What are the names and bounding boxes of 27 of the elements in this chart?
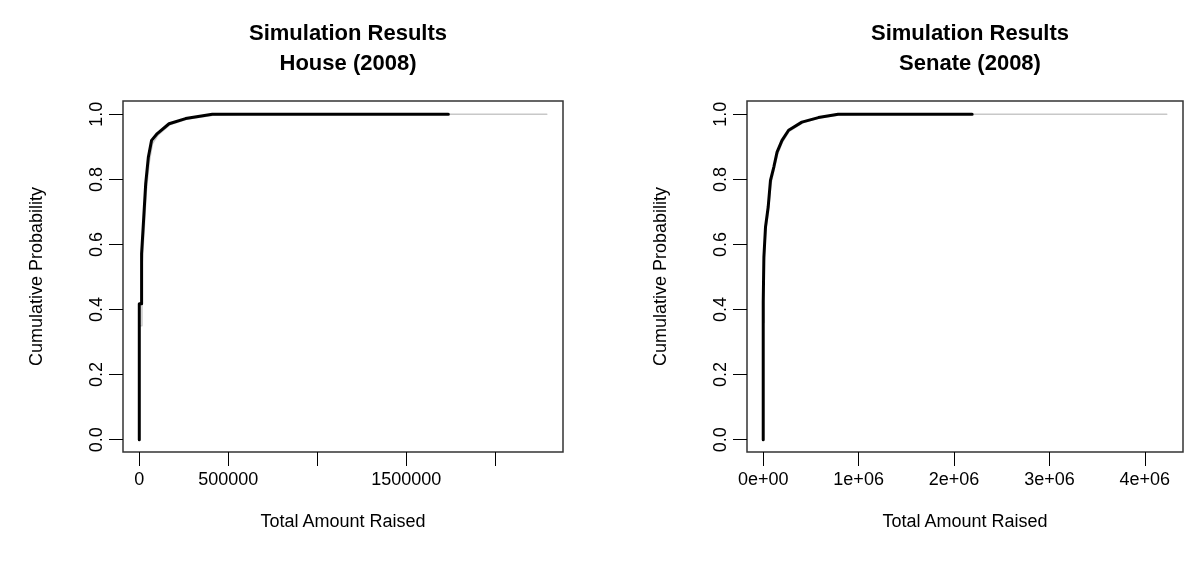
chart-title: Simulation Results House (2008) xyxy=(248,19,448,75)
x-tick-label: 0 xyxy=(134,469,145,489)
y-tick-label: 0.4 xyxy=(86,297,106,323)
line-series xyxy=(137,112,450,442)
y-tick-label: 0.2 xyxy=(86,362,106,388)
y-axis-title: Cumulative Probability xyxy=(650,186,670,367)
x-tick-label: 0e+00 xyxy=(737,469,789,489)
y-tick-label: 0.6 xyxy=(710,231,730,257)
y-tick-label: 0.8 xyxy=(710,166,730,192)
x-tick-label: 4e+06 xyxy=(1119,469,1171,489)
x-tick-label: 1e+06 xyxy=(833,469,884,489)
x-tick-label: 3e+06 xyxy=(1024,469,1075,489)
chart-title: Simulation Results Senate (2008) xyxy=(870,19,1070,75)
y-tick-label: 0.4 xyxy=(710,297,730,323)
y-tick-label: 0.6 xyxy=(86,231,106,257)
y-tick-label: 1.0 xyxy=(86,101,106,127)
y-axis-title: Cumulative Probability xyxy=(26,186,46,367)
y-tick-label: 0.0 xyxy=(86,427,106,453)
x-tick-label: 1500000 xyxy=(371,469,442,489)
x-tick-label: 2e+06 xyxy=(928,469,980,489)
y-tick-label: 0.2 xyxy=(710,362,730,388)
x-tick-label: 500000 xyxy=(198,469,259,489)
y-tick-label: 0.0 xyxy=(710,427,730,453)
y-tick-label: 0.8 xyxy=(86,166,106,192)
x-axis-title: Total Amount Raised xyxy=(882,511,1048,531)
x-axis-title: Total Amount Raised xyxy=(260,511,426,531)
y-tick-label: 1.0 xyxy=(710,101,730,127)
